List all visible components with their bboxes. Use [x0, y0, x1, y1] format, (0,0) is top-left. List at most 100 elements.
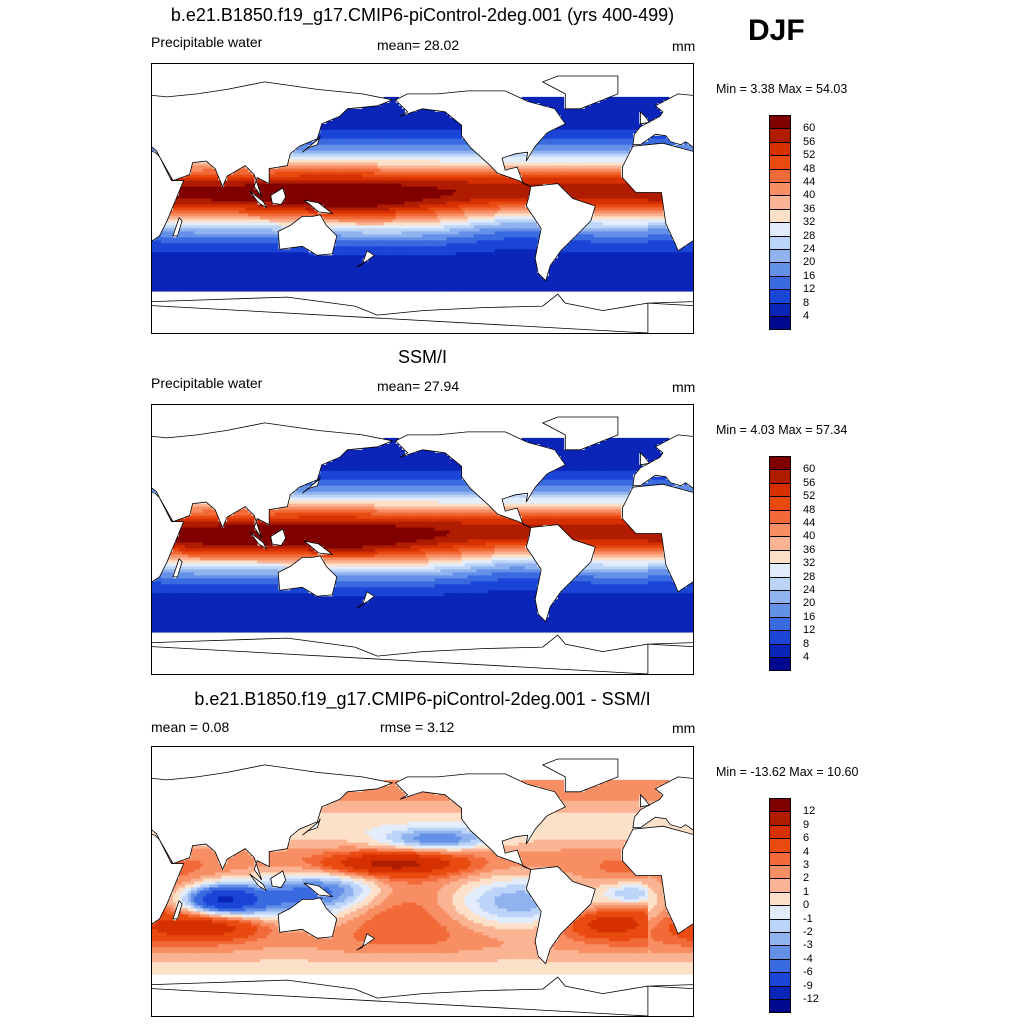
- colorbar-label: 36: [803, 544, 815, 556]
- colorbar-label: 8: [803, 638, 809, 650]
- colorbar-swatch: [769, 838, 791, 853]
- colorbar-label: 32: [803, 217, 815, 228]
- colorbar-swatch: [769, 195, 791, 210]
- colorbar-label: -9: [803, 980, 813, 992]
- colorbar-label: 12: [803, 284, 815, 295]
- colorbar-swatch: [769, 249, 791, 263]
- colorbar-label: -12: [803, 994, 819, 1005]
- colorbar-swatch: [769, 208, 791, 223]
- colorbar-swatch: [769, 536, 791, 551]
- colorbar-swatch: [769, 616, 791, 631]
- colorbar-swatch: [769, 630, 791, 645]
- panel-1-min-max: Min = 3.38 Max = 54.03: [716, 82, 847, 96]
- colorbar-label: 20: [803, 257, 815, 268]
- colorbar-swatch: [769, 302, 791, 317]
- panel-3-min-max: Min = -13.62 Max = 10.60: [716, 765, 858, 779]
- panel-2-title: SSM/I: [0, 347, 845, 368]
- panel-2-mean: mean= 27.94: [377, 378, 459, 394]
- colorbar-swatch: [769, 851, 791, 866]
- colorbar-swatch: [769, 289, 791, 304]
- colorbar-label: 56: [803, 136, 815, 148]
- colorbar-label: 8: [803, 297, 809, 309]
- colorbar-swatch: [769, 316, 791, 330]
- colorbar-label: 16: [803, 270, 815, 282]
- colorbar-swatch: [769, 932, 791, 946]
- colorbar-label: 28: [803, 230, 815, 242]
- colorbar-label: 1: [803, 886, 809, 898]
- colorbar-label: -4: [803, 953, 813, 965]
- colorbar-label: 6: [803, 833, 809, 844]
- colorbar-label: -2: [803, 927, 813, 938]
- colorbar-swatch: [769, 878, 791, 893]
- colorbar-label: -6: [803, 967, 813, 978]
- colorbar-label: 12: [803, 625, 815, 636]
- panel-1-units: mm: [672, 38, 695, 54]
- colorbar-label: 60: [803, 464, 815, 475]
- colorbar-label: 40: [803, 531, 815, 542]
- colorbar-swatch: [769, 141, 791, 156]
- panel-3-mean: mean = 0.08: [151, 719, 229, 735]
- colorbar-swatch: [769, 999, 791, 1013]
- colorbar-swatch: [769, 222, 791, 237]
- colorbar-label: 56: [803, 477, 815, 489]
- colorbar-label: 4: [803, 652, 809, 663]
- colorbar-swatch: [769, 262, 791, 277]
- colorbar-label: 20: [803, 598, 815, 609]
- colorbar-swatch: [769, 824, 791, 839]
- panel-3-map: [151, 746, 694, 1017]
- field-shading: [152, 437, 693, 633]
- colorbar-label: 3: [803, 860, 809, 871]
- colorbar-swatch: [769, 972, 791, 987]
- panel-3-rmse: rmse = 3.12: [380, 719, 454, 735]
- colorbar-label: 52: [803, 150, 815, 161]
- coastlines: [152, 416, 693, 674]
- colorbar-swatch: [769, 590, 791, 604]
- colorbar-swatch: [769, 563, 791, 578]
- colorbar-swatch: [769, 456, 791, 470]
- colorbar-label: 2: [803, 873, 809, 884]
- panel-3-title: b.e21.B1850.f19_g17.CMIP6-piControl-2deg…: [0, 689, 845, 710]
- colorbar-swatch: [769, 482, 791, 497]
- field-shading: [152, 96, 693, 292]
- coastlines: [152, 75, 693, 333]
- colorbar-swatch: [769, 905, 791, 920]
- colorbar-swatch: [769, 958, 791, 973]
- colorbar-swatch: [769, 155, 791, 170]
- colorbar-label: 40: [803, 190, 815, 201]
- colorbar-label: 16: [803, 611, 815, 623]
- colorbar-swatch: [769, 128, 791, 143]
- panel-1-variable-label: Precipitable water: [151, 34, 262, 50]
- colorbar-swatch: [769, 115, 791, 129]
- colorbar-swatch: [769, 549, 791, 564]
- colorbar-label: 44: [803, 177, 815, 188]
- colorbar-swatch: [769, 918, 791, 933]
- colorbar-swatch: [769, 811, 791, 826]
- colorbar-label: 52: [803, 491, 815, 502]
- colorbar-swatch: [769, 643, 791, 658]
- panel-2-variable-label: Precipitable water: [151, 375, 262, 391]
- panel-2-units: mm: [672, 379, 695, 395]
- panel-1-map: [151, 63, 694, 334]
- colorbar-swatch: [769, 235, 791, 250]
- colorbar-label: 60: [803, 123, 815, 134]
- season-label: DJF: [748, 14, 805, 48]
- panel-1-title: b.e21.B1850.f19_g17.CMIP6-piControl-2deg…: [0, 5, 845, 26]
- colorbar-label: 44: [803, 518, 815, 529]
- colorbar-swatch: [769, 985, 791, 1000]
- colorbar-swatch: [769, 509, 791, 524]
- colorbar-swatch: [769, 469, 791, 484]
- colorbar-swatch: [769, 865, 791, 879]
- panel-2-min-max: Min = 4.03 Max = 57.34: [716, 423, 847, 437]
- colorbar-label: 24: [803, 244, 815, 255]
- colorbar-label: 24: [803, 585, 815, 596]
- colorbar-label: 9: [803, 819, 809, 831]
- panel-1-mean: mean= 28.02: [377, 37, 459, 53]
- colorbar-swatch: [769, 576, 791, 591]
- colorbar-label: 48: [803, 163, 815, 175]
- colorbar-label: 12: [803, 806, 815, 817]
- colorbar-swatch: [769, 182, 791, 196]
- colorbar-swatch: [769, 657, 791, 671]
- colorbar-swatch: [769, 891, 791, 906]
- panel-2-map: [151, 404, 694, 675]
- panel-3-units: mm: [672, 720, 695, 736]
